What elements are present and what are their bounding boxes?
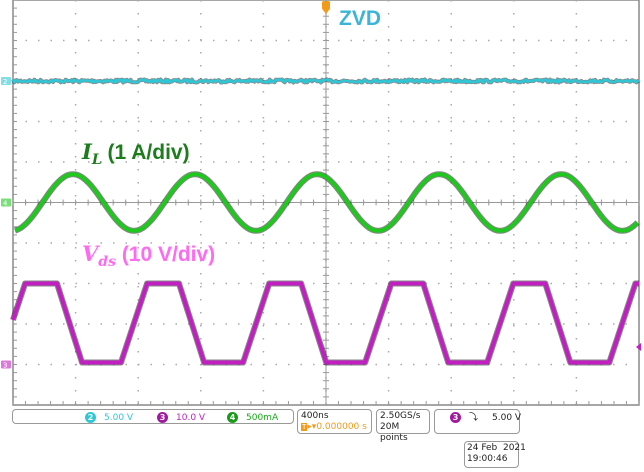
zvd-trace xyxy=(11,78,640,84)
channel-2-badge: 2 xyxy=(85,412,96,423)
timebase-box[interactable]: 400ns T▸▾0.000000 s xyxy=(297,409,372,434)
trigger-level-marker xyxy=(636,343,641,351)
vds-subscript: ds xyxy=(98,254,116,271)
channel-3-ground-label: 3 xyxy=(3,362,7,370)
trigger-source-badge: 3 xyxy=(450,412,461,423)
trigger-position-marker xyxy=(322,1,330,10)
zvd-label: ZVD xyxy=(339,7,381,31)
horizontal-scale: 400ns xyxy=(301,411,329,421)
channel-4-ground-label: 4 xyxy=(3,200,8,208)
vds-label: Vds (10 V/div) xyxy=(82,241,215,270)
trigger-level: 5.00 V xyxy=(492,413,522,423)
channel-3-scale: 10.0 V xyxy=(176,413,206,423)
channel-2-ground-marker xyxy=(1,77,11,85)
channel-4-scale: 500mA xyxy=(246,413,279,423)
channel-4-readout[interactable]: 4 500mA xyxy=(227,412,278,424)
channel-4-ground-marker xyxy=(1,198,11,207)
trigger-position: T▸▾0.000000 s xyxy=(301,422,367,432)
timestamp-box: 24 Feb 2021 19:00:46 xyxy=(464,441,526,468)
trigger-box[interactable]: 3 ⤵ 5.00 V xyxy=(434,409,521,434)
trigger-position-value: 0.000000 s xyxy=(316,422,367,432)
trigger-readout: 3 ⤵ 5.00 V xyxy=(450,412,521,424)
acquisition-box[interactable]: 2.50GS/s 20M points xyxy=(376,409,430,443)
date: 24 Feb 2021 xyxy=(467,443,526,453)
channel-3-readout[interactable]: 3 10.0 V xyxy=(157,412,205,424)
channel-3-ground-marker xyxy=(1,360,11,369)
time: 19:00:46 xyxy=(467,454,508,464)
record-length: 20M points xyxy=(380,422,408,443)
il-label: IL (1 A/div) xyxy=(82,139,190,168)
trigger-position-pointer xyxy=(323,10,329,14)
sample-rate: 2.50GS/s xyxy=(380,411,421,421)
trigger-position-icon: T xyxy=(301,423,308,431)
channel-2-ground-label: 2 xyxy=(3,78,7,86)
channel-scale-bar[interactable]: 2 5.00 V 3 10.0 V 4 500mA xyxy=(12,409,294,424)
channel-2-readout[interactable]: 2 5.00 V xyxy=(85,412,133,424)
il-scale: (1 A/div) xyxy=(107,141,190,164)
inductor-current-trace xyxy=(14,172,639,233)
vds-scale: (10 V/div) xyxy=(121,243,216,266)
falling-edge-icon: ⤵ xyxy=(469,413,479,423)
channel-4-badge: 4 xyxy=(227,412,238,423)
zvd-label-text: ZVD xyxy=(339,7,381,30)
channel-3-badge: 3 xyxy=(157,412,168,423)
channel-2-scale: 5.00 V xyxy=(104,413,134,423)
vds-symbol: V xyxy=(82,241,99,266)
il-subscript: L xyxy=(91,152,102,169)
vds-trace xyxy=(11,281,639,365)
il-symbol: I xyxy=(82,139,92,164)
